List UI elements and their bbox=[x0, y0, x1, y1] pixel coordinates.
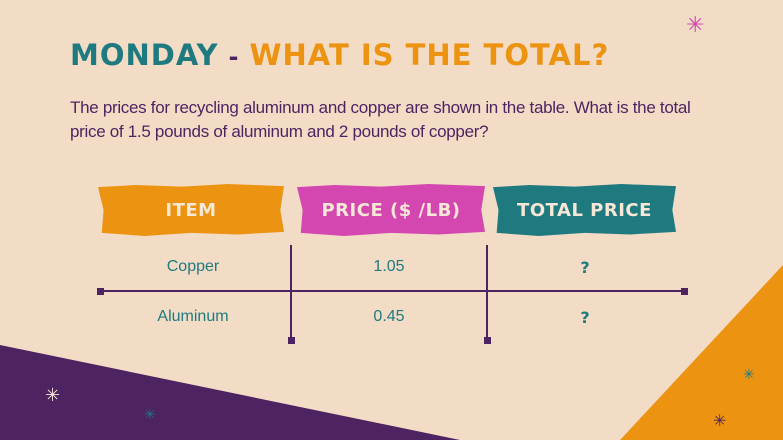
cell-total: ? bbox=[580, 308, 590, 327]
cell-price: 1.05 bbox=[373, 258, 405, 275]
divider-end bbox=[97, 288, 104, 295]
sparkle-icon: ✳ bbox=[686, 12, 705, 37]
header-price: PRICE ($ /LB) bbox=[297, 184, 485, 236]
purple-corner-shape bbox=[0, 345, 460, 440]
page-title: MONDAY - WHAT IS THE TOTAL? bbox=[70, 38, 609, 72]
header-item: ITEM bbox=[98, 184, 284, 236]
cell-item: Aluminum bbox=[157, 308, 229, 325]
table-divider-vertical bbox=[290, 245, 292, 340]
title-day: MONDAY bbox=[70, 38, 219, 72]
header-total: TOTAL PRICE bbox=[493, 184, 676, 236]
cell-total: ? bbox=[580, 258, 590, 277]
cell-price: 0.45 bbox=[373, 308, 405, 325]
divider-end bbox=[288, 337, 295, 344]
divider-end bbox=[484, 337, 491, 344]
orange-corner-shape bbox=[620, 265, 783, 440]
sparkle-icon: ✳ bbox=[45, 385, 61, 405]
table-divider-vertical bbox=[486, 245, 488, 340]
question-text: The prices for recycling aluminum and co… bbox=[70, 98, 691, 141]
title-question: WHAT IS THE TOTAL? bbox=[249, 38, 610, 72]
title-separator: - bbox=[228, 43, 240, 71]
cell-item: Copper bbox=[166, 258, 220, 275]
sparkle-icon: ✳ bbox=[743, 366, 755, 382]
divider-end bbox=[681, 288, 688, 295]
sparkle-icon: ✳ bbox=[144, 406, 156, 422]
table-divider-horizontal bbox=[101, 290, 685, 292]
sparkle-icon: ✳ bbox=[713, 413, 727, 430]
